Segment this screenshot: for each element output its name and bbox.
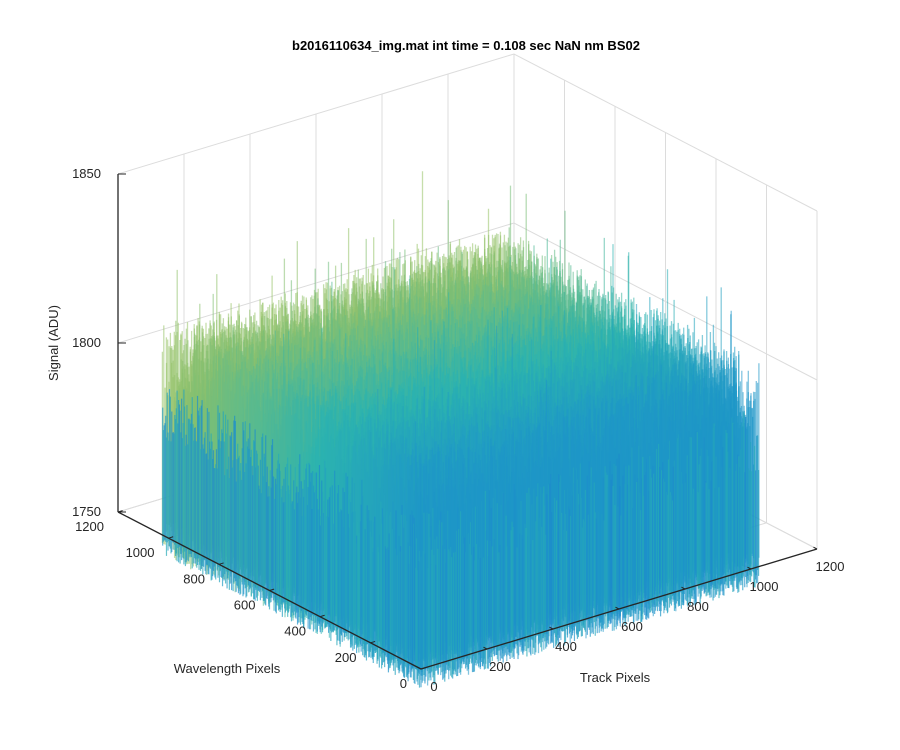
x-tick (681, 586, 686, 590)
x-tick-label: 200 (489, 659, 511, 674)
x-tick-label: 600 (621, 619, 643, 634)
y-tick (319, 614, 325, 618)
y-tick (420, 667, 426, 670)
surface-mesh (161, 171, 760, 688)
y-tick-label: 800 (183, 571, 205, 586)
y-tick (269, 588, 275, 591)
x-tick (813, 546, 818, 550)
z-tick-label: 1850 (72, 166, 101, 181)
x-tick-label: 800 (687, 599, 709, 614)
x-tick-label: 400 (555, 639, 577, 654)
y-tick (370, 640, 376, 644)
z-tick-label: 1750 (72, 504, 101, 519)
x-tick (549, 626, 554, 630)
tick-labels: 0 200 400 600 800 1000 1200 0 200 400 600 800 1000 12… (72, 166, 844, 694)
grid-line (117, 222, 818, 381)
z-tick-label: 1800 (72, 335, 101, 350)
y-tick (218, 562, 224, 565)
x-tick (747, 566, 752, 570)
y-tick-label: 200 (335, 650, 357, 665)
x-tick (615, 606, 620, 610)
x-axis-label: Track Pixels (580, 670, 651, 685)
y-tick-label: 1000 (126, 545, 155, 560)
z-axis-label: Signal (ADU) (46, 305, 61, 381)
x-tick-label: 0 (430, 679, 437, 694)
x-tick (417, 666, 422, 670)
x-tick-label: 1000 (750, 579, 779, 594)
grid-line (117, 53, 818, 212)
y-tick-label: 0 (400, 676, 407, 691)
x-tick (483, 646, 488, 650)
chart-title: b2016110634_img.mat int time = 0.108 sec… (292, 38, 640, 53)
y-tick-label: 400 (284, 624, 306, 639)
y-tick (168, 536, 174, 539)
y-axis-label: Wavelength Pixels (174, 661, 281, 676)
y-tick-label: 600 (234, 598, 256, 613)
y-tick-label: 1200 (75, 519, 104, 534)
x-tick-label: 1200 (816, 559, 845, 574)
axes (117, 173, 818, 670)
